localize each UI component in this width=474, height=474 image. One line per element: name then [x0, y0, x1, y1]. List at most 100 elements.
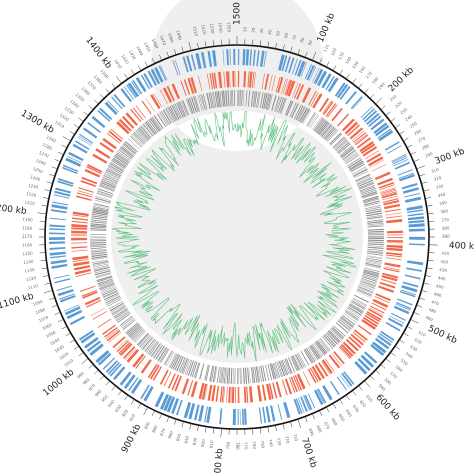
- minor-scale-label: 310: [431, 167, 440, 174]
- minor-scale-label: 440: [437, 275, 446, 282]
- minor-scale-label: 1440: [135, 45, 144, 57]
- major-scale-label: 200 kb: [387, 65, 416, 94]
- minor-scale-label: 350: [439, 200, 448, 206]
- minor-scale-label: 370: [441, 217, 449, 223]
- minor-scale-label: 240: [404, 113, 413, 122]
- minor-scale-label: 890: [143, 421, 151, 430]
- major-scale-label: 1500 kb: [233, 0, 243, 25]
- minor-scale-label: 60: [283, 32, 289, 39]
- minor-scale-label: 560: [395, 364, 404, 373]
- minor-scale-label: 950: [100, 394, 109, 403]
- minor-scale-label: 30: [259, 28, 265, 34]
- minor-scale-label: 750: [260, 440, 266, 449]
- major-scale-label: 400 kb: [449, 241, 474, 252]
- minor-scale-label: 1270: [38, 150, 50, 159]
- minor-scale-label: 1460: [151, 38, 160, 50]
- minor-scale-label: 640: [345, 409, 354, 419]
- minor-scale-label: 1010: [63, 357, 75, 367]
- minor-scale-label: 880: [151, 424, 159, 433]
- minor-scale-label: 1290: [46, 134, 58, 143]
- minor-scale-label: 550: [400, 358, 409, 367]
- minor-scale-label: 250: [409, 121, 419, 130]
- minor-scale-label: 660: [330, 417, 338, 426]
- minor-scale-label: 1320: [59, 112, 71, 122]
- minor-scale-label: 410: [441, 251, 449, 257]
- minor-scale-label: 1220: [26, 191, 37, 198]
- minor-scale-label: 1120: [26, 275, 37, 282]
- minor-scale-label: 1410: [113, 58, 123, 70]
- major-scale-label: 1100 kb: [0, 292, 35, 312]
- minor-scale-label: 1080: [35, 307, 47, 315]
- major-scale-label: 900 kb: [120, 422, 143, 454]
- minor-scale-label: 1370: [86, 80, 97, 91]
- minor-scale-label: 150: [351, 60, 360, 69]
- minor-scale-label: 420: [440, 259, 449, 265]
- minor-scale-label: 120: [330, 47, 338, 56]
- minor-scale-label: 530: [409, 344, 419, 353]
- minor-scale-label: 910: [128, 413, 136, 423]
- minor-scale-label: 1090: [32, 299, 44, 307]
- minor-scale-label: 570: [389, 371, 398, 380]
- minor-scale-label: 1040: [49, 337, 61, 347]
- major-scale-label: 500 kb: [426, 324, 459, 346]
- major-scale-label: 600 kb: [373, 393, 401, 423]
- minor-scale-label: 1490: [175, 29, 183, 41]
- minor-scale-label: 10: [242, 27, 247, 33]
- minor-scale-label: 450: [436, 283, 445, 290]
- minor-scale-label: 280: [421, 143, 430, 151]
- minor-scale-label: 580: [383, 377, 392, 386]
- minor-scale-label: 1530: [209, 23, 215, 34]
- major-scale-label: 100 kb: [316, 11, 337, 44]
- minor-scale-label: 140: [344, 55, 353, 65]
- minor-scale-label: 1230: [28, 183, 40, 190]
- minor-scale-label: 390: [442, 234, 450, 239]
- minor-scale-label: 620: [359, 399, 368, 408]
- minor-scale-label: 180: [371, 76, 380, 85]
- minor-scale-label: 1520: [201, 24, 208, 35]
- minor-scale-label: 790: [225, 441, 230, 449]
- minor-scale-label: 870: [159, 427, 167, 436]
- minor-scale-label: 1360: [80, 86, 91, 97]
- minor-scale-label: 490: [425, 315, 434, 323]
- minor-scale-label: 90: [307, 39, 314, 46]
- minor-scale-label: 1390: [99, 68, 110, 79]
- minor-scale-label: 470: [431, 299, 440, 306]
- minor-scale-label: 130: [337, 51, 345, 61]
- major-scale-label: 300 kb: [434, 147, 467, 167]
- minor-scale-label: 740: [268, 439, 274, 448]
- minor-scale-label: 970: [88, 382, 97, 391]
- minor-scale-label: 190: [377, 81, 386, 90]
- minor-scale-label: 1190: [22, 217, 33, 223]
- minor-scale-label: 1070: [38, 314, 50, 323]
- minor-scale-label: 830: [192, 437, 199, 446]
- minor-scale-label: 70: [291, 34, 297, 41]
- minor-scale-label: 260: [413, 128, 423, 136]
- major-scale-label: 1300 kb: [19, 109, 56, 136]
- minor-scale-label: 1140: [23, 259, 34, 265]
- minor-scale-label: 980: [82, 377, 91, 386]
- minor-scale-label: 220: [394, 100, 403, 109]
- major-scale-label: 1400 kb: [83, 35, 113, 71]
- minor-scale-label: 770: [243, 442, 248, 450]
- minor-scale-label: 540: [405, 351, 414, 360]
- minor-scale-label: 1050: [45, 329, 57, 338]
- minor-scale-label: 590: [378, 383, 387, 392]
- minor-scale-label: 1540: [218, 22, 224, 33]
- minor-scale-label: 1260: [35, 158, 47, 166]
- minor-scale-label: 1280: [42, 142, 54, 151]
- minor-scale-label: 610: [365, 394, 374, 403]
- gc-content-plot: [111, 110, 357, 362]
- major-scale-label: 800 kb: [213, 448, 225, 474]
- minor-scale-label: 1250: [32, 166, 44, 174]
- minor-scale-label: 40: [267, 29, 273, 35]
- minor-scale-label: 670: [323, 421, 331, 430]
- minor-scale-label: 110: [322, 43, 330, 52]
- minor-scale-label: 810: [208, 440, 214, 449]
- minor-scale-label: 20: [251, 27, 256, 33]
- minor-scale-label: 1240: [30, 174, 42, 182]
- minor-scale-label: 80: [299, 36, 305, 43]
- minor-scale-label: 170: [364, 70, 373, 79]
- minor-scale-label: 1450: [143, 41, 152, 53]
- minor-scale-label: 760: [252, 441, 258, 449]
